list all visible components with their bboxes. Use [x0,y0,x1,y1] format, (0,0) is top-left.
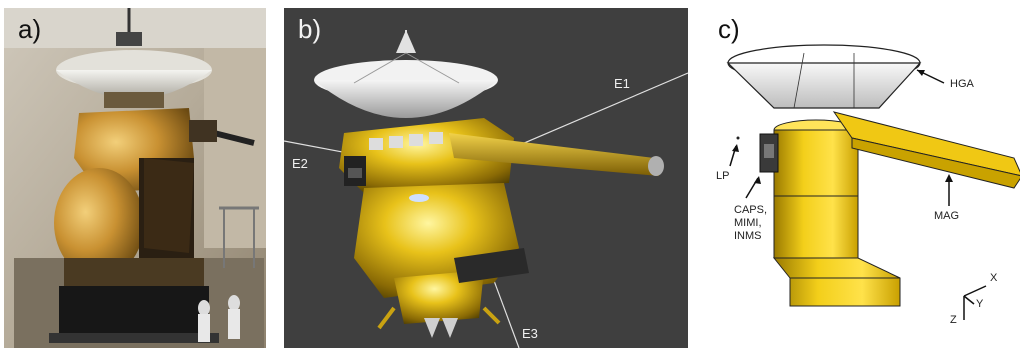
panel-b-label: b) [298,14,322,44]
caps-label: CAPS, [734,204,768,216]
mag-annotation: MAG [934,210,960,222]
panel-c-label: c) [718,14,740,44]
axis-e3-label: E3 [522,326,538,341]
lp-annotation: LP [716,170,730,182]
panel-a-photo: a) [4,8,266,348]
panel-b-render: b) E1 E2 E3 [284,8,688,348]
hga-annotation: HGA [950,78,974,90]
instruments-annotation: CAPS, MIMI, INMS [734,204,767,243]
panel-a-label: a) [18,14,42,44]
axis-x-label: X [990,272,998,284]
spacecraft-photo [4,8,266,348]
axis-e1-label: E1 [614,76,630,91]
spacecraft-render [284,30,688,348]
panel-c-model: c) HGA LP MAG CAPS, MIMI, INMS X Y Z [704,8,1020,348]
inms-label: INMS [734,230,762,242]
axis-z-label: Z [950,314,957,326]
geometry-model [726,44,1020,320]
axis-e2-label: E2 [292,156,308,171]
axis-y-label: Y [976,298,984,310]
mimi-label: MIMI, [734,217,762,229]
